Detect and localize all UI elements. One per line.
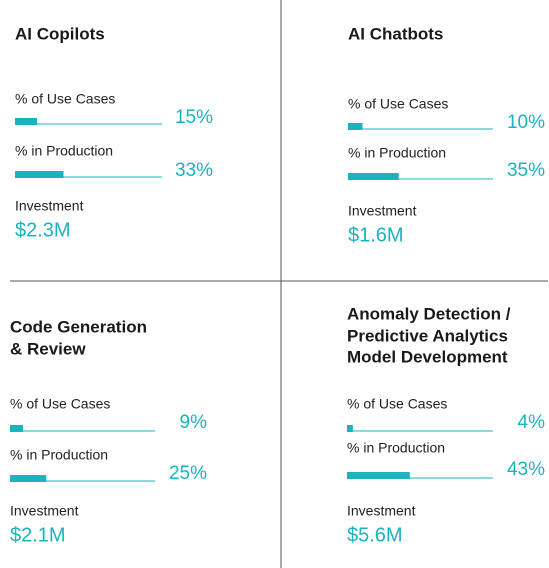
investment-label: Investment — [348, 203, 417, 219]
panel-title: Code Generation — [10, 317, 147, 336]
metric-label: % of Use Cases — [15, 91, 115, 107]
investment-value: $2.3M — [15, 219, 71, 241]
bar — [15, 118, 38, 125]
metric-label: % of Use Cases — [347, 396, 447, 412]
investment-label: Investment — [15, 198, 84, 214]
metric-label: % in Production — [348, 145, 446, 161]
metric-value: 4% — [518, 412, 546, 433]
panel-title: Predictive Analytics — [347, 326, 508, 345]
metric-label: % in Production — [15, 143, 113, 159]
metric-value: 33% — [175, 160, 213, 181]
panel-title: AI Copilots — [15, 24, 105, 43]
metric-value: 10% — [507, 112, 545, 133]
bar — [15, 171, 64, 178]
metric-label: % of Use Cases — [10, 396, 110, 412]
panel-title: AI Chatbots — [348, 24, 443, 43]
bar — [10, 425, 24, 432]
panel-title: Anomaly Detection / — [347, 304, 511, 323]
metric-label: % of Use Cases — [348, 96, 448, 112]
bar — [347, 472, 410, 479]
panel-title: Model Development — [347, 347, 508, 366]
bar — [10, 475, 47, 482]
metric-value: 9% — [180, 412, 208, 433]
metric-label: % in Production — [347, 440, 445, 456]
metric-value: 25% — [169, 463, 207, 484]
investment-value: $1.6M — [348, 224, 404, 246]
investment-value: $5.6M — [347, 524, 403, 546]
bar — [348, 173, 399, 180]
metric-value: 35% — [507, 160, 545, 181]
bar — [348, 123, 363, 130]
investment-label: Investment — [347, 503, 416, 519]
panel-title: & Review — [10, 339, 86, 358]
metric-value: 15% — [175, 107, 213, 128]
metric-label: % in Production — [10, 447, 108, 463]
investment-value: $2.1M — [10, 524, 66, 546]
bar — [347, 425, 353, 432]
investment-label: Investment — [10, 503, 79, 519]
metric-value: 43% — [507, 459, 545, 480]
